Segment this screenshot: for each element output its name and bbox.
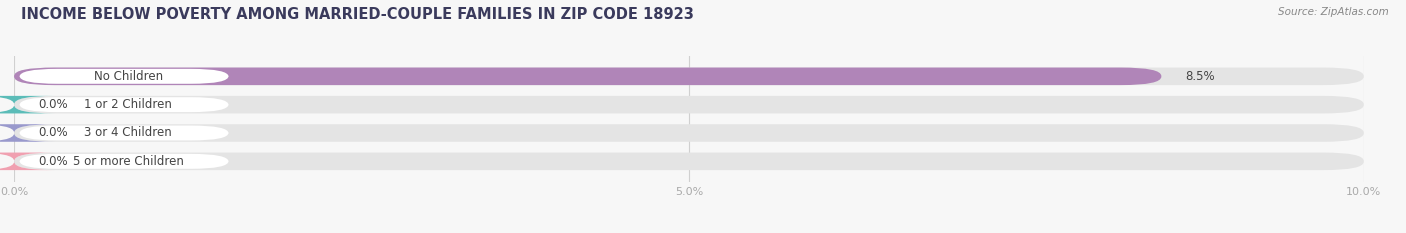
FancyBboxPatch shape bbox=[14, 153, 1364, 170]
Text: Source: ZipAtlas.com: Source: ZipAtlas.com bbox=[1278, 7, 1389, 17]
FancyBboxPatch shape bbox=[14, 124, 1364, 142]
FancyBboxPatch shape bbox=[0, 153, 55, 170]
Text: 0.0%: 0.0% bbox=[38, 127, 67, 140]
Text: 0.0%: 0.0% bbox=[38, 98, 67, 111]
FancyBboxPatch shape bbox=[0, 96, 55, 113]
FancyBboxPatch shape bbox=[14, 68, 1161, 85]
FancyBboxPatch shape bbox=[20, 154, 229, 169]
Text: No Children: No Children bbox=[94, 70, 163, 83]
FancyBboxPatch shape bbox=[20, 97, 229, 112]
Text: 8.5%: 8.5% bbox=[1185, 70, 1215, 83]
FancyBboxPatch shape bbox=[20, 69, 229, 84]
Text: INCOME BELOW POVERTY AMONG MARRIED-COUPLE FAMILIES IN ZIP CODE 18923: INCOME BELOW POVERTY AMONG MARRIED-COUPL… bbox=[21, 7, 695, 22]
FancyBboxPatch shape bbox=[14, 96, 1364, 113]
Text: 1 or 2 Children: 1 or 2 Children bbox=[84, 98, 172, 111]
FancyBboxPatch shape bbox=[14, 68, 1364, 85]
FancyBboxPatch shape bbox=[0, 124, 55, 142]
FancyBboxPatch shape bbox=[20, 126, 229, 140]
Text: 3 or 4 Children: 3 or 4 Children bbox=[84, 127, 172, 140]
Text: 5 or more Children: 5 or more Children bbox=[73, 155, 184, 168]
Text: 0.0%: 0.0% bbox=[38, 155, 67, 168]
